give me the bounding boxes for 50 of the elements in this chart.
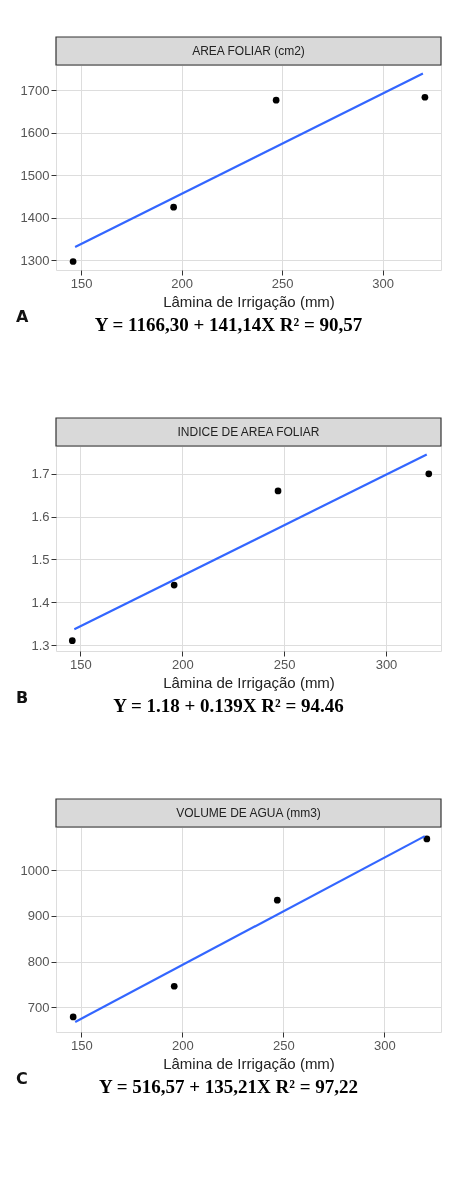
x-tick-label: 300 [375, 656, 398, 672]
y-tick-label: 1.6 [31, 509, 50, 525]
x-tick-label: 250 [273, 1037, 295, 1053]
y-tick-label: 1.3 [31, 637, 50, 653]
x-axis-title: Lâmina de Irrigação (mm) [163, 1054, 335, 1072]
y-tick-label: 1400 [20, 210, 50, 226]
y-tick-label: 1500 [20, 167, 50, 183]
x-tick-label: 150 [70, 275, 93, 291]
x-tick-label: 300 [374, 1037, 396, 1053]
x-tick-label: 150 [70, 656, 92, 672]
text: B [16, 688, 29, 707]
point [273, 896, 281, 904]
y-tick-label: 1600 [20, 125, 50, 141]
x-tick-label: 150 [70, 1037, 93, 1053]
text: Y = 1166,30 + 141,14X R² = 90,57 [94, 314, 363, 335]
point [69, 258, 77, 265]
y-tick-label: 1300 [20, 252, 50, 268]
x-tick-label: 200 [171, 656, 194, 672]
text: A [16, 307, 29, 326]
point [170, 203, 177, 211]
y-tick-label: 1700 [20, 82, 50, 98]
y-tick-label: 1.4 [31, 594, 50, 610]
text: Y = 516,57 + 135,21X R² = 97,22 [98, 1076, 359, 1097]
x-tick-label: 250 [271, 275, 294, 291]
chart-title: INDICE DE AREA FOLIAR [177, 425, 320, 439]
chart-title: AREA FOLIAR (cm2) [192, 44, 305, 58]
text: C [16, 1069, 28, 1088]
x-axis-title: Lâmina de Irrigação (mm) [163, 292, 335, 310]
point [423, 835, 431, 843]
y-tick-label: 1.5 [31, 551, 50, 567]
x-tick-label: 200 [171, 275, 193, 291]
x-tick-label: 300 [372, 275, 395, 291]
x-tick-label: 200 [171, 1037, 194, 1053]
point [170, 581, 178, 589]
point [69, 1013, 77, 1021]
x-tick-label: 250 [273, 656, 296, 672]
text: Y = 1.18 + 0.139X R² = 94.46 [113, 695, 344, 716]
x-axis-title: Lâmina de Irrigação (mm) [163, 673, 335, 691]
point [421, 93, 429, 101]
point [425, 470, 433, 478]
y-tick-label: 700 [27, 999, 50, 1015]
point [68, 637, 76, 645]
point [272, 96, 280, 104]
y-tick-label: 900 [27, 908, 50, 924]
y-tick-label: 1.7 [31, 466, 50, 482]
point [274, 487, 282, 495]
chart-title: VOLUME DE AGUA (mm3) [176, 806, 321, 820]
y-tick-label: 1000 [20, 862, 50, 878]
point [170, 982, 178, 990]
y-tick-label: 800 [27, 954, 50, 970]
